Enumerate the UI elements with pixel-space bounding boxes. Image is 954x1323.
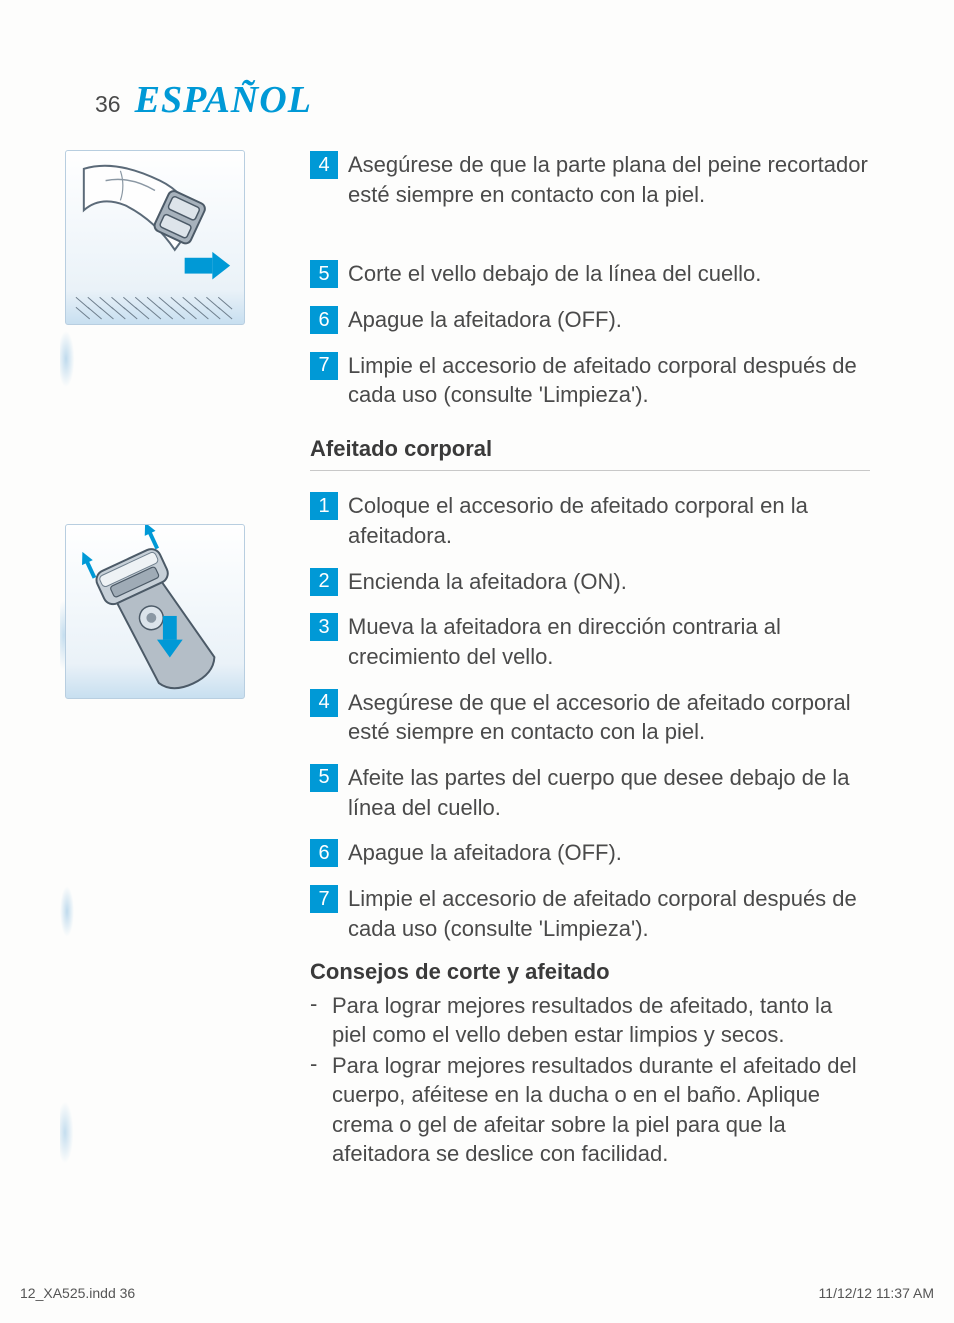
language-title: ESPAÑOL bbox=[135, 78, 312, 122]
step-text: Apague la afeitadora (OFF). bbox=[348, 838, 622, 868]
tip-item: - Para lograr mejores resultados de afei… bbox=[310, 991, 870, 1049]
step-item: 6 Apague la afeitadora (OFF). bbox=[310, 305, 870, 335]
tip-text: Para lograr mejores resultados de afeita… bbox=[332, 991, 870, 1049]
step-text: Coloque el accesorio de afeitado corpora… bbox=[348, 491, 870, 550]
content-area: 4 Asegúrese de que la parte plana del pe… bbox=[0, 150, 874, 1170]
footer-left: 12_XA525.indd 36 bbox=[20, 1285, 135, 1301]
step-number-badge: 4 bbox=[310, 689, 338, 717]
accessory-illustration-svg bbox=[66, 525, 244, 698]
tip-item: - Para lograr mejores resultados durante… bbox=[310, 1051, 870, 1167]
page-header: 36 ESPAÑOL bbox=[0, 78, 874, 122]
step-number-badge: 6 bbox=[310, 306, 338, 334]
step-number-badge: 7 bbox=[310, 885, 338, 913]
step-item: 1 Coloque el accesorio de afeitado corpo… bbox=[310, 491, 870, 550]
arrow-right-icon bbox=[185, 252, 230, 280]
text-column: 4 Asegúrese de que la parte plana del pe… bbox=[310, 150, 874, 1170]
step-item: 5 Afeite las partes del cuerpo que desee… bbox=[310, 763, 870, 822]
step-item: 7 Limpie el accesorio de afeitado corpor… bbox=[310, 884, 870, 943]
spacer bbox=[310, 225, 870, 259]
bullet-dash-icon: - bbox=[310, 1051, 332, 1167]
page-number: 36 bbox=[95, 91, 121, 118]
illustration-column bbox=[0, 150, 310, 1170]
step-number-badge: 5 bbox=[310, 764, 338, 792]
tips-heading: Consejos de corte y afeitado bbox=[310, 959, 870, 985]
step-number-badge: 3 bbox=[310, 613, 338, 641]
step-number-badge: 4 bbox=[310, 151, 338, 179]
step-item: 2 Encienda la afeitadora (ON). bbox=[310, 567, 870, 597]
step-text: Corte el vello debajo de la línea del cu… bbox=[348, 259, 761, 289]
step-item: 6 Apague la afeitadora (OFF). bbox=[310, 838, 870, 868]
step-text: Asegúrese de que la parte plana del pein… bbox=[348, 150, 870, 209]
step-text: Asegúrese de que el accesorio de afeitad… bbox=[348, 688, 870, 747]
step-text: Mueva la afeitadora en dirección contrar… bbox=[348, 612, 870, 671]
manual-page: 36 ESPAÑOL bbox=[0, 0, 954, 1323]
illustration-attach-accessory bbox=[65, 524, 245, 699]
step-text: Afeite las partes del cuerpo que desee d… bbox=[348, 763, 870, 822]
tip-text: Para lograr mejores resultados durante e… bbox=[332, 1051, 870, 1167]
step-text: Limpie el accesorio de afeitado corporal… bbox=[348, 351, 870, 410]
illustration-comb-on-skin bbox=[65, 150, 245, 325]
step-number-badge: 1 bbox=[310, 492, 338, 520]
section-heading: Afeitado corporal bbox=[310, 436, 870, 462]
step-text: Apague la afeitadora (OFF). bbox=[348, 305, 622, 335]
step-number-badge: 2 bbox=[310, 568, 338, 596]
step-item: 7 Limpie el accesorio de afeitado corpor… bbox=[310, 351, 870, 410]
step-number-badge: 7 bbox=[310, 352, 338, 380]
step-item: 4 Asegúrese de que la parte plana del pe… bbox=[310, 150, 870, 209]
comb-illustration-svg bbox=[66, 151, 244, 324]
step-item: 3 Mueva la afeitadora en dirección contr… bbox=[310, 612, 870, 671]
step-item: 4 Asegúrese de que el accesorio de afeit… bbox=[310, 688, 870, 747]
footer-right: 11/12/12 11:37 AM bbox=[819, 1285, 934, 1301]
step-item: 5 Corte el vello debajo de la línea del … bbox=[310, 259, 870, 289]
step-text: Encienda la afeitadora (ON). bbox=[348, 567, 627, 597]
step-number-badge: 5 bbox=[310, 260, 338, 288]
section-rule bbox=[310, 470, 870, 471]
bullet-dash-icon: - bbox=[310, 991, 332, 1049]
step-text: Limpie el accesorio de afeitado corporal… bbox=[348, 884, 870, 943]
print-footer: 12_XA525.indd 36 11/12/12 11:37 AM bbox=[0, 1285, 954, 1301]
step-number-badge: 6 bbox=[310, 839, 338, 867]
